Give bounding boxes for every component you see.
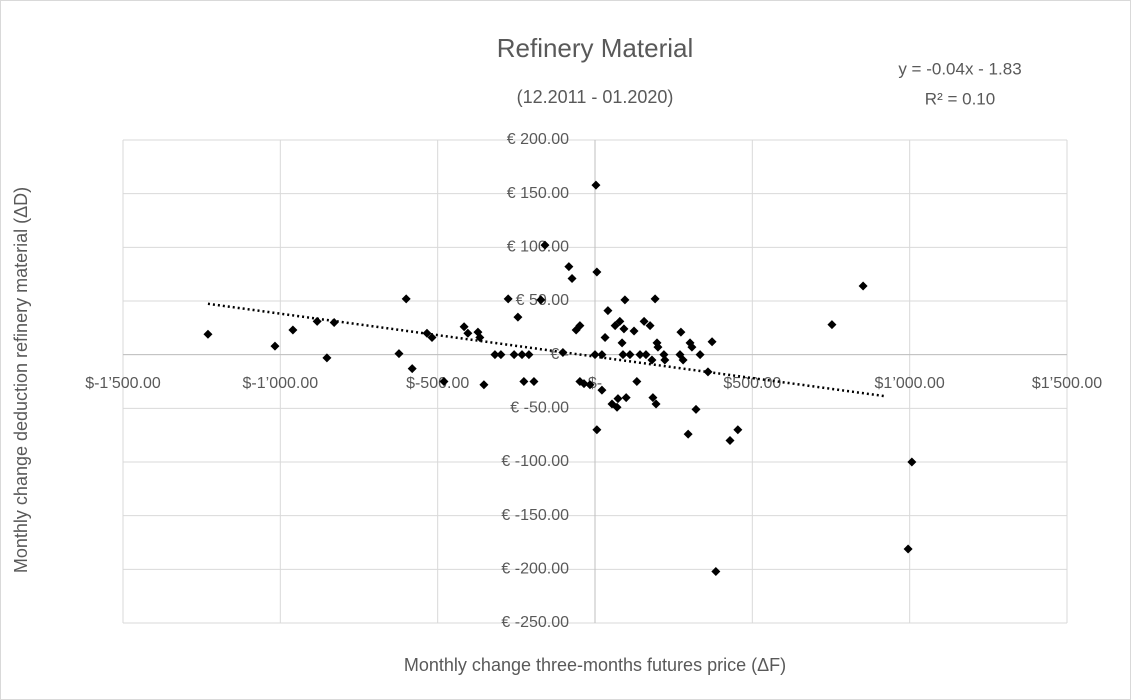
data-point [579, 379, 589, 389]
trend-equation: y = -0.04x - 1.83 [898, 59, 1021, 78]
data-point [612, 402, 622, 412]
data-point [619, 324, 629, 334]
data-point [585, 380, 595, 390]
data-point [632, 377, 642, 386]
data-point [617, 338, 627, 348]
data-point [517, 350, 527, 360]
data-point [600, 332, 610, 342]
data-point [618, 350, 628, 360]
data-point [592, 267, 602, 277]
data-point [475, 332, 485, 342]
data-point [503, 294, 513, 304]
x-tick-label: $500.00 [723, 375, 781, 392]
data-point [312, 316, 322, 326]
data-point [650, 294, 660, 304]
data-point [592, 425, 602, 435]
data-point [903, 544, 913, 554]
data-point [827, 320, 837, 330]
data-point [733, 425, 743, 435]
data-point [536, 295, 546, 305]
y-axis-title: Monthly change deduction refinery materi… [11, 187, 31, 573]
data-point [641, 350, 651, 360]
data-point [907, 457, 917, 467]
data-point [695, 350, 705, 360]
y-tick-label: € -100.00 [501, 453, 569, 470]
y-tick-label: € 200.00 [507, 131, 569, 148]
data-point [590, 350, 600, 360]
data-point [625, 350, 635, 360]
chart-title: Refinery Material [497, 33, 694, 63]
data-point [711, 566, 721, 576]
y-tick-label: € 150.00 [507, 185, 569, 202]
data-point [427, 332, 437, 342]
y-tick-label: € 100.00 [507, 239, 569, 256]
data-point [509, 350, 519, 360]
chart-subtitle: (12.2011 - 01.2020) [517, 87, 674, 107]
y-tick-label: € -200.00 [501, 561, 569, 578]
x-tick-label: $-1’000.00 [243, 375, 319, 392]
data-point [703, 367, 713, 377]
data-point [660, 355, 670, 365]
x-tick-label: $-1’500.00 [85, 375, 161, 392]
data-point [564, 262, 574, 272]
data-point [203, 329, 213, 339]
x-tick-label: $1’000.00 [875, 375, 945, 392]
trendline [207, 302, 885, 398]
data-point [490, 350, 500, 360]
data-point [621, 393, 631, 403]
data-point [707, 337, 717, 347]
data-point [540, 240, 550, 250]
data-point [394, 349, 404, 359]
data-point [858, 281, 868, 291]
data-point [645, 321, 655, 331]
data-point [439, 377, 449, 386]
data-point [519, 377, 529, 386]
data-point [610, 321, 620, 331]
data-point [558, 348, 568, 358]
data-point [401, 294, 411, 304]
data-point [463, 328, 473, 338]
data-point [597, 385, 607, 395]
data-point [639, 316, 649, 326]
x-tick-label: $1’500.00 [1032, 375, 1102, 392]
data-point [629, 326, 639, 336]
data-point [459, 322, 469, 332]
x-axis-title: Monthly change three-months futures pric… [404, 655, 786, 675]
data-point [407, 364, 417, 374]
data-point [524, 350, 534, 360]
data-point [615, 316, 625, 326]
data-point [603, 306, 613, 316]
data-point [635, 350, 645, 360]
data-point [479, 380, 489, 390]
data-point [687, 342, 697, 352]
data-point [647, 355, 657, 365]
data-point [683, 429, 693, 439]
y-tick-label: € - [550, 346, 569, 363]
data-point [676, 327, 686, 337]
data-point [678, 355, 688, 365]
data-point [270, 341, 280, 351]
data-point [513, 312, 523, 322]
data-point [575, 321, 585, 331]
y-tick-label: € -150.00 [501, 507, 569, 524]
data-point [496, 350, 506, 360]
data-point [529, 377, 539, 386]
data-point [620, 295, 630, 305]
data-point [322, 353, 332, 363]
data-point [725, 436, 735, 446]
data-point [567, 273, 577, 283]
data-point [653, 342, 663, 352]
data-point [591, 180, 601, 190]
trend-r2: R² = 0.10 [925, 89, 995, 108]
y-tick-label: € -250.00 [501, 614, 569, 631]
data-point [648, 393, 658, 403]
y-tick-label: € -50.00 [510, 400, 569, 417]
data-point [613, 394, 623, 404]
data-point [651, 399, 661, 409]
data-point [691, 404, 701, 414]
x-tick-label: $-500.00 [406, 375, 469, 392]
data-point [288, 325, 298, 335]
